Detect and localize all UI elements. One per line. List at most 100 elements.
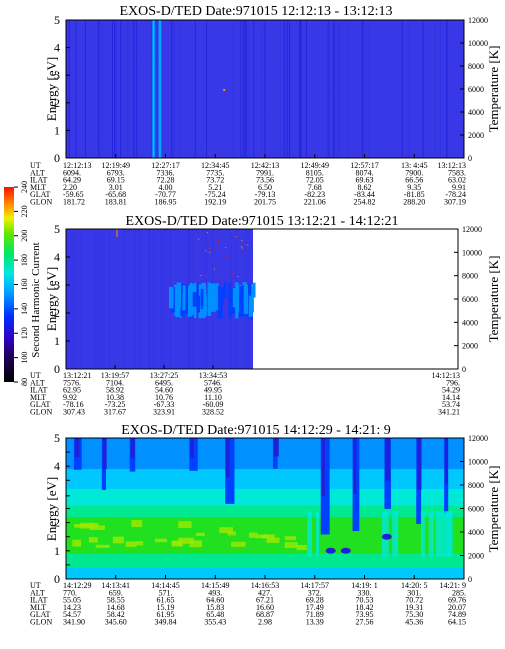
table-cell: 355.43 [204, 618, 226, 627]
table-cell: 7735. [206, 168, 224, 177]
heatmap-column [428, 511, 435, 557]
panel-2-y-axis: 0 1 2 3 4 5 [54, 222, 70, 376]
heatmap-band-cell [189, 282, 193, 309]
heatmap-streak [299, 20, 301, 158]
heatmap-dot [240, 72, 242, 74]
heatmap-patch [256, 534, 269, 539]
table-cell: 186.95 [155, 198, 177, 207]
colorbar-gradient [4, 187, 14, 382]
panel-2-ylabel: Energy [eV] [44, 267, 59, 331]
panel-1-y2tick-label: 8000 [468, 62, 484, 71]
heatmap-dot [177, 87, 179, 89]
heatmap-streak [164, 229, 166, 369]
heatmap-patch [72, 539, 82, 547]
table-row-label-mlt: MLT [30, 393, 46, 402]
table-cell: 74.89 [448, 610, 466, 619]
colorbar: 80 100 120 140 160 180 200 220 240 Second Harmon… [4, 181, 42, 386]
heatmap-speckle [194, 265, 196, 267]
heatmap-blob [340, 547, 351, 554]
table-cell: 18.42 [356, 603, 374, 612]
heatmap-streak [172, 20, 174, 158]
heatmap-band-cell [232, 288, 237, 308]
heatmap-speckle [206, 232, 208, 234]
table-cell: 571. [159, 588, 173, 597]
table-cell: 14:12:13 [432, 371, 460, 380]
panel-2-y2tick-label: 6000 [462, 295, 478, 304]
colorbar-tick-label: 100 [20, 352, 29, 364]
heatmap-streak [337, 20, 339, 158]
panel-1-y2-axis: 0 2000 4000 6000 8000 10000 12000 [460, 16, 488, 163]
table-cell: 427. [258, 588, 272, 597]
heatmap-dot [256, 77, 258, 79]
panel-1-y2tick-label: 10000 [468, 39, 488, 48]
heatmap-speckle [240, 246, 242, 248]
table-cell: 323.91 [153, 408, 175, 417]
colorbar-tick-label: 80 [20, 378, 29, 386]
heatmap-band-cell [183, 284, 188, 314]
heatmap-streak [245, 20, 247, 158]
heatmap-column [445, 511, 451, 557]
table-cell: -59.65 [63, 190, 84, 199]
heatmap-streak [407, 20, 409, 158]
table-cell: 659. [109, 588, 123, 597]
table-cell: 14:15:49 [201, 581, 229, 590]
heatmap-speckle [198, 238, 200, 240]
colorbar-label: Second Harmonic Current [30, 242, 42, 357]
heatmap-speckle [241, 240, 243, 242]
table-cell: 12:49:49 [301, 161, 329, 170]
colorbar-tick-label: 160 [20, 279, 29, 291]
panel-1-plot-area [66, 20, 464, 158]
table-cell: 183.81 [105, 198, 127, 207]
panel-3-y2tick-label: 8000 [468, 481, 484, 490]
panel-1-y2tick-label: 0 [468, 154, 472, 163]
table-cell: -60.09 [203, 400, 224, 409]
table-cell: 796. [446, 378, 460, 387]
table-cell: 45.36 [405, 618, 423, 627]
table-cell: 15.83 [206, 603, 224, 612]
panel-1-ytick-label: 1 [54, 123, 60, 137]
heatmap-blob [325, 547, 336, 554]
heatmap-dot [245, 121, 247, 123]
heatmap-speckle [231, 230, 233, 232]
heatmap-band-cell [211, 283, 216, 312]
table-cell: -78.24 [445, 190, 466, 199]
heatmap-band-cell [252, 282, 256, 298]
heatmap-column [307, 511, 313, 557]
table-cell: 73.56 [256, 176, 274, 185]
table-cell: 7900. [405, 168, 423, 177]
table-cell: 221.06 [304, 198, 326, 207]
heatmap-streak [279, 20, 281, 158]
panel-3-ytick-label: 0 [54, 572, 60, 586]
panel-1-ephemeris-table: UT 12:12:13 12:19:49 12:27:17 12:34:45 12:42:… [30, 154, 466, 207]
table-row-label-ilat: ILAT [30, 386, 47, 395]
heatmap-speckle [236, 269, 238, 271]
panel-1-y2tick-label: 4000 [468, 108, 484, 117]
table-cell: 7576. [63, 378, 81, 387]
heatmap-speckle [251, 284, 253, 286]
table-cell: 49.95 [204, 386, 222, 395]
heatmap-streak [261, 20, 263, 158]
table-cell: 11.10 [204, 393, 222, 402]
table-cell: 14:21: 9 [440, 581, 466, 590]
heatmap-speckle [211, 260, 213, 262]
heatmap-streak [289, 20, 291, 158]
table-cell: 372. [308, 588, 322, 597]
table-cell: -79.13 [255, 190, 276, 199]
table-cell: 285. [452, 588, 466, 597]
heatmap-band [66, 553, 464, 568]
panel-3-y-axis: 0 1 2 4 5 [54, 431, 70, 586]
table-row-label-alt: ALT [30, 168, 45, 177]
heatmap-speckle [226, 256, 228, 258]
heatmap-dot [418, 77, 420, 79]
table-cell: 9.91 [452, 183, 466, 192]
heatmap-plume [225, 438, 235, 504]
heatmap-band [66, 505, 464, 517]
panel-3-ytick-label: 2 [54, 516, 60, 530]
heatmap-dot [318, 134, 320, 136]
table-row-label-ut: UT [30, 581, 41, 590]
heatmap-dot [379, 146, 381, 148]
heatmap-speckle [214, 268, 216, 270]
heatmap-patch [88, 537, 98, 543]
table-cell: 14:13:41 [102, 581, 130, 590]
heatmap-dot [140, 61, 142, 63]
